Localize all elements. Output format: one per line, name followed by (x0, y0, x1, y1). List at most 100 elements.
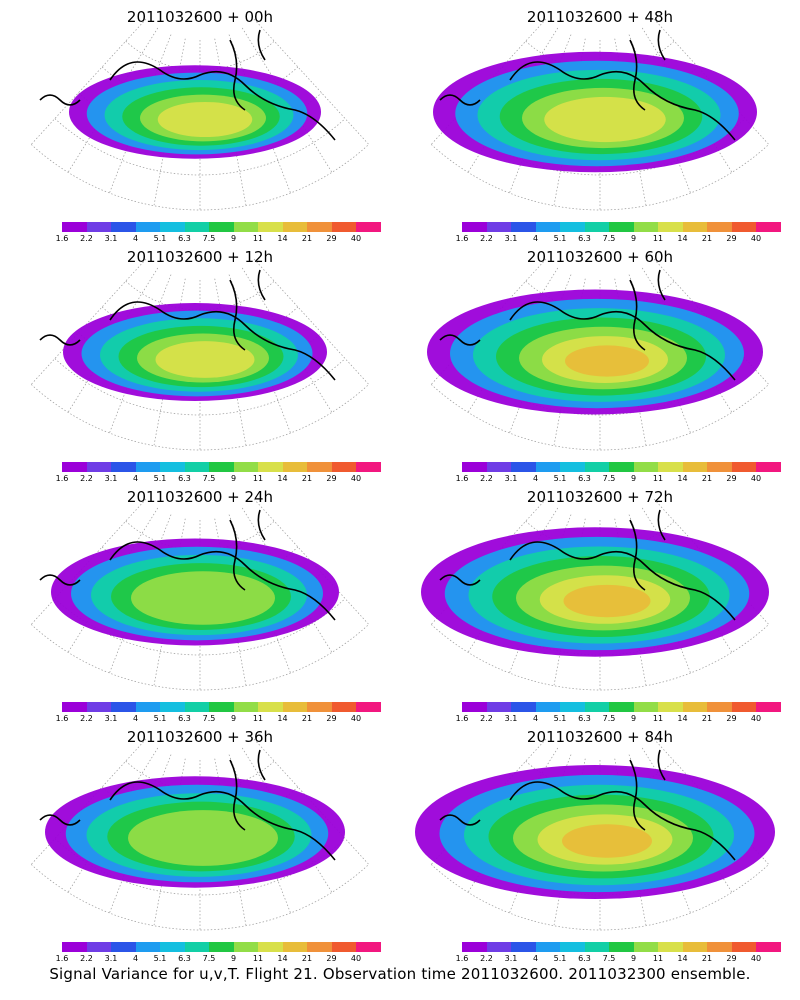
colorbar-segment (584, 942, 609, 952)
colorbar-segment (633, 942, 658, 952)
colorbar-label: 7.5 (602, 714, 616, 723)
colorbar-label: 11 (252, 954, 264, 963)
coastline (439, 29, 736, 141)
colorbar-label: 4 (532, 954, 539, 963)
colorbar-segment (756, 462, 781, 472)
colorbar-segment (609, 462, 634, 472)
polar-map (421, 498, 770, 691)
colorbar-segment (633, 702, 658, 712)
colorbar (62, 942, 381, 952)
colorbar-segment (331, 222, 356, 232)
colorbar-segment (633, 462, 658, 472)
colorbar-label: 29 (726, 954, 737, 963)
colorbar-segment (184, 222, 209, 232)
colorbar-label: 29 (726, 234, 737, 243)
coastline (39, 749, 336, 861)
colorbar-label: 40 (350, 474, 362, 483)
colorbar-label: 4 (132, 714, 139, 723)
colorbar-label: 5.1 (153, 714, 167, 723)
colorbar-segment (462, 942, 487, 952)
colorbar-label: 4 (132, 234, 139, 243)
colorbar-segment (307, 462, 332, 472)
colorbar-segment (535, 702, 560, 712)
colorbar-label: 14 (277, 714, 288, 723)
colorbar-segment (535, 942, 560, 952)
colorbar-segment (86, 702, 111, 712)
colorbar-label: 1.6 (455, 954, 469, 963)
colorbar-segment (731, 462, 756, 472)
colorbar-segment (609, 942, 634, 952)
colorbar-segment (62, 462, 87, 472)
colorbar-label: 2.2 (480, 474, 493, 483)
colorbar-label: 21 (301, 474, 313, 483)
polar-map (30, 738, 370, 931)
colorbar-segment (307, 942, 332, 952)
map-panel: 2011032600 + 12h 1.6 2.2 3.1 4 5.1 6.3 7.5 9 11 14… (0, 240, 400, 483)
colorbar-label: 9 (230, 714, 237, 723)
coastline (439, 749, 736, 861)
colorbar-segment (233, 702, 258, 712)
coastline (39, 269, 336, 381)
colorbar-label: 6.3 (178, 714, 191, 723)
colorbar-label: 4 (532, 234, 539, 243)
colorbar-label: 1.6 (55, 474, 69, 483)
colorbar-segment (258, 702, 283, 712)
colorbar-segment (682, 702, 707, 712)
figure-caption: Signal Variance for u,v,T. Flight 21. Ob… (49, 965, 751, 983)
colorbar-segment (209, 702, 234, 712)
panel-title: 2011032600 + 24h (126, 488, 274, 506)
colorbar-segment (282, 462, 307, 472)
panel-title: 2011032600 + 12h (126, 248, 274, 266)
colorbar-label: 29 (326, 474, 337, 483)
colorbar-label: 1.6 (455, 234, 469, 243)
colorbar-label: 40 (350, 714, 362, 723)
colorbar-segment (62, 222, 87, 232)
polar-map (415, 738, 775, 931)
colorbar-segment (233, 222, 258, 232)
colorbar-segment (258, 462, 283, 472)
colorbar-label: 1.6 (55, 714, 69, 723)
colorbar-label: 21 (301, 714, 313, 723)
colorbar-label: 2.2 (480, 954, 493, 963)
colorbar-label: 14 (277, 474, 288, 483)
colorbar-segment (609, 222, 634, 232)
colorbar-label: 40 (750, 234, 762, 243)
colorbar-segment (233, 942, 258, 952)
colorbar-label: 29 (726, 714, 737, 723)
panel-title: 2011032600 + 60h (526, 248, 674, 266)
colorbar-segment (184, 702, 209, 712)
variance-field (63, 303, 327, 401)
colorbar-segment (356, 462, 381, 472)
colorbar-label: 3.1 (104, 234, 118, 243)
colorbar-segment (682, 942, 707, 952)
colorbar-segment (658, 702, 683, 712)
colorbar-label: 7.5 (602, 234, 616, 243)
colorbar-label: 14 (677, 234, 688, 243)
colorbar-segment (462, 222, 487, 232)
colorbar (62, 702, 381, 712)
colorbar-label: 40 (750, 954, 762, 963)
colorbar-segment (560, 702, 585, 712)
colorbar-label: 1.6 (455, 474, 469, 483)
variance-contour (128, 810, 278, 866)
colorbar-segment (356, 702, 381, 712)
colorbar (462, 222, 781, 232)
polar-map (430, 18, 770, 211)
colorbar-label: 3.1 (504, 474, 518, 483)
polar-map (30, 18, 370, 211)
variance-contour (562, 824, 652, 858)
colorbar-segment (560, 942, 585, 952)
colorbar-label: 9 (630, 954, 637, 963)
colorbar-label: 6.3 (178, 954, 191, 963)
colorbar-label: 5.1 (553, 474, 567, 483)
colorbar-segment (682, 222, 707, 232)
colorbar-segment (707, 942, 732, 952)
colorbar-label: 11 (652, 474, 664, 483)
colorbar-segment (282, 702, 307, 712)
colorbar-label: 5.1 (153, 474, 167, 483)
colorbar-label: 5.1 (153, 234, 167, 243)
colorbar-label: 9 (630, 474, 637, 483)
variance-contour (544, 96, 666, 143)
colorbar-segment (633, 222, 658, 232)
colorbar (62, 462, 381, 472)
